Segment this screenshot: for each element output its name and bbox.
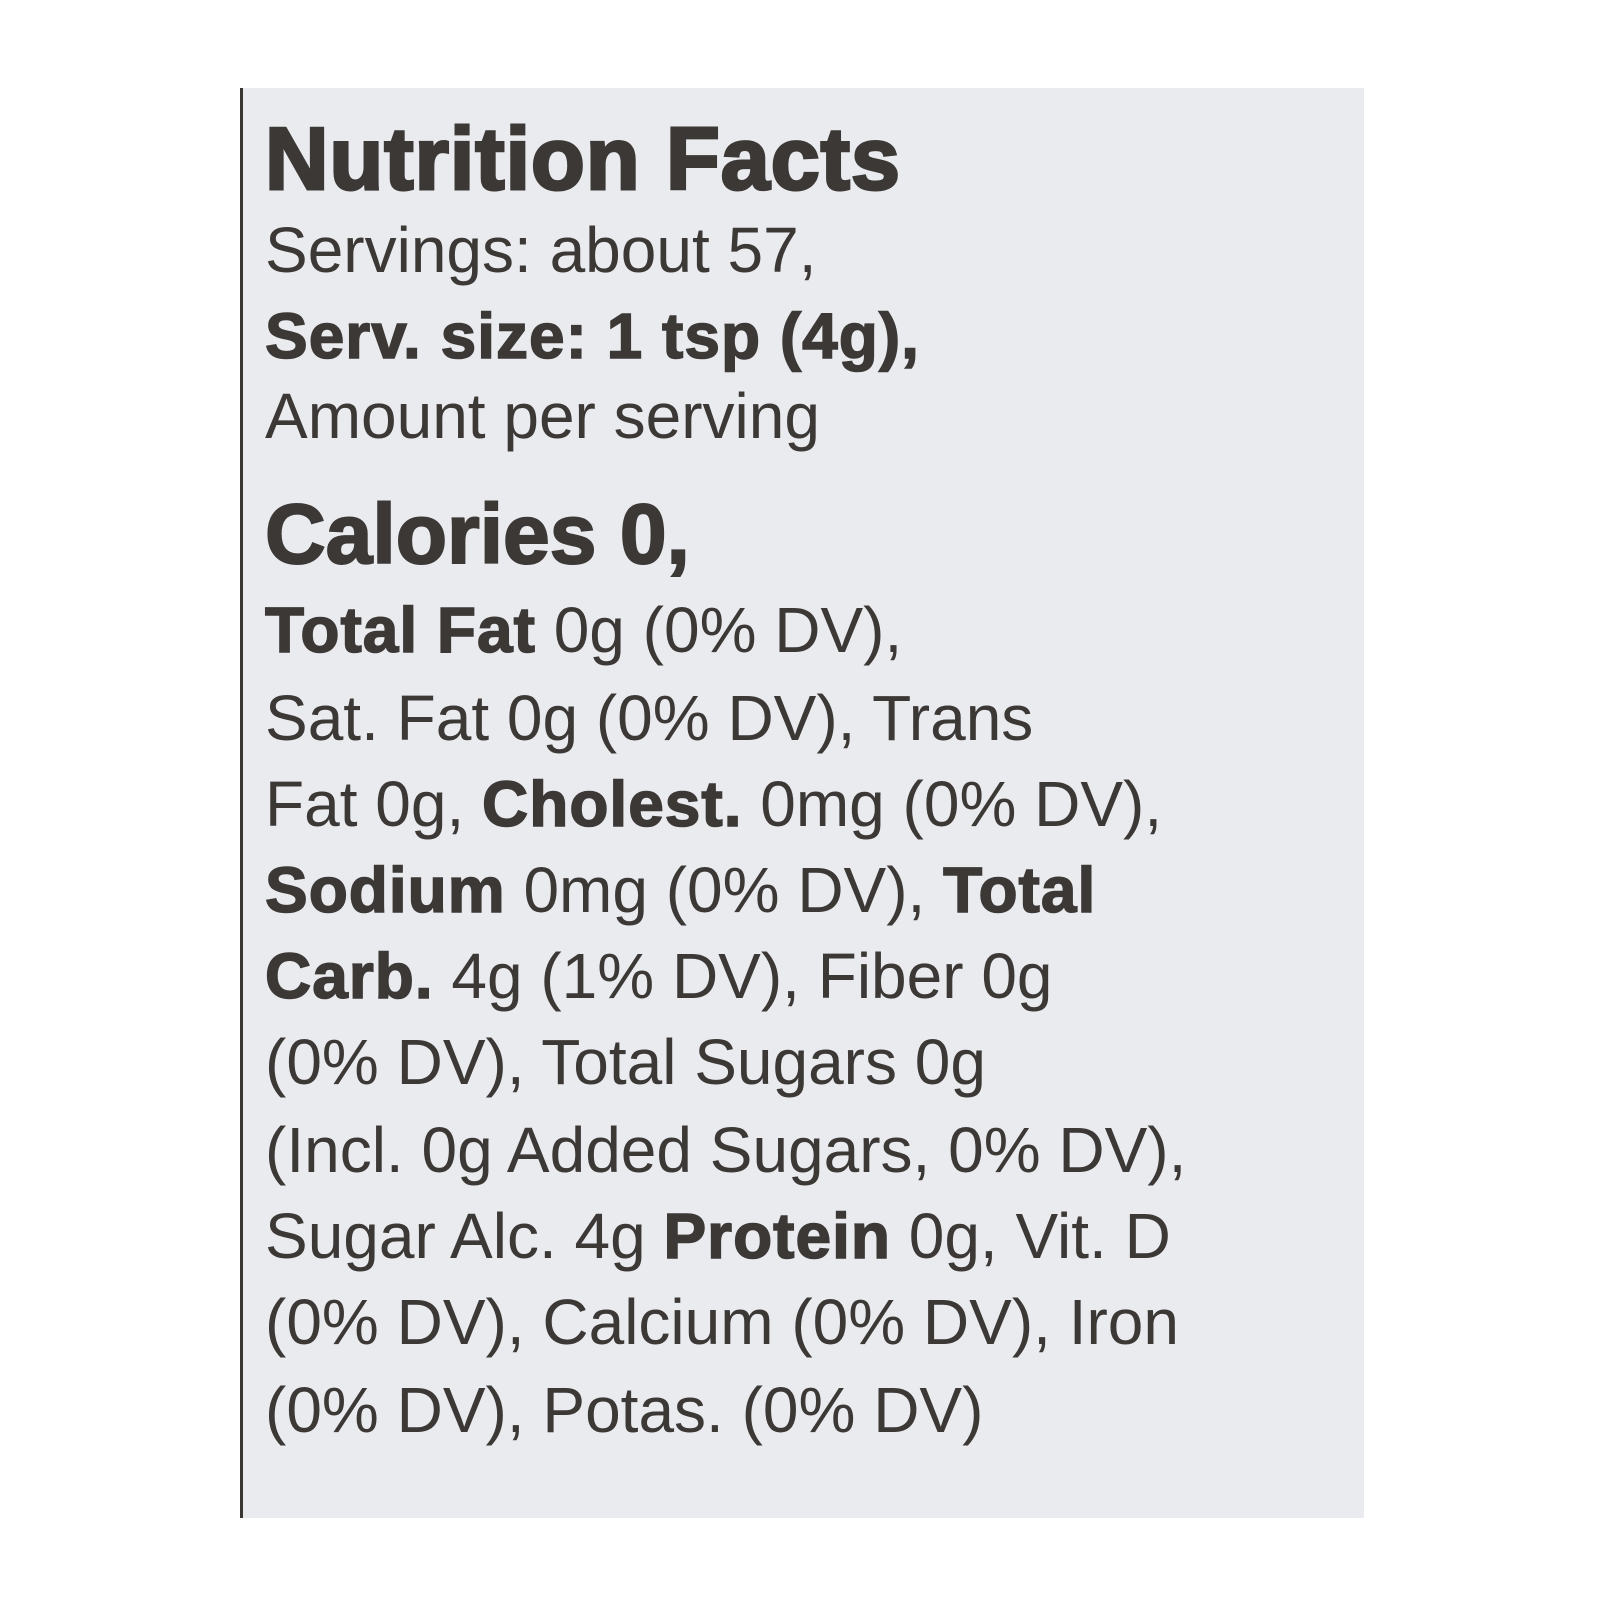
nutrient-line: Sat. Fat 0g (0% DV), Trans (265, 686, 1033, 750)
nutrient-value: (0% DV), Total Sugars 0g (265, 1026, 986, 1098)
nutrient-name: Total (942, 854, 1097, 926)
label-title: Nutrition Facts (264, 108, 902, 210)
nutrient-name: Cholest. (481, 768, 743, 840)
servings-line: Servings: about 57, (265, 214, 817, 286)
nutrient-name: Carb. (264, 940, 434, 1012)
nutrient-line: Carb. 4g (1% DV), Fiber 0g (264, 943, 1052, 1009)
nutrient-name: Total Fat (264, 594, 536, 666)
nutrient-value: Fat 0g, (265, 768, 482, 840)
nutrient-line: Fat 0g, Cholest. 0mg (0% DV), (265, 771, 1162, 837)
serving-size-line: Serv. size: 1 tsp (4g), (264, 300, 920, 372)
nutrient-line: (Incl. 0g Added Sugars, 0% DV), (265, 1118, 1186, 1182)
nutrient-value: (0% DV), Potas. (0% DV) (265, 1374, 984, 1446)
nutrient-value: 0g, Vit. D (890, 1200, 1171, 1272)
nutrient-value: Sat. Fat 0g (0% DV), Trans (265, 682, 1034, 754)
nutrient-line: Sugar Alc. 4g Protein 0g, Vit. D (265, 1203, 1171, 1269)
nutrient-value: 0g (0% DV), (535, 594, 903, 666)
nutrient-value: 0mg (0% DV), (742, 768, 1163, 840)
amount-per-serving-line: Amount per serving (265, 380, 820, 452)
nutrient-line: Sodium 0mg (0% DV), Total (264, 857, 1096, 923)
nutrient-value: 0mg (0% DV), (505, 854, 944, 926)
nutrient-value: (0% DV), Calcium (0% DV), Iron (265, 1286, 1179, 1358)
calories-line: Calories 0, (264, 486, 691, 582)
nutrient-value: (Incl. 0g Added Sugars, 0% DV), (265, 1114, 1187, 1186)
nutrient-line: (0% DV), Potas. (0% DV) (265, 1378, 983, 1442)
nutrition-label: Nutrition Facts Servings: about 57, Serv… (240, 88, 1364, 1518)
nutrient-name: Protein (663, 1200, 891, 1272)
nutrient-line: Total Fat 0g (0% DV), (264, 597, 902, 663)
nutrient-name: Sodium (264, 854, 506, 926)
nutrient-value: 4g (1% DV), Fiber 0g (433, 940, 1053, 1012)
nutrient-line: (0% DV), Total Sugars 0g (265, 1030, 986, 1094)
nutrient-line: (0% DV), Calcium (0% DV), Iron (265, 1290, 1179, 1354)
nutrient-value: Sugar Alc. 4g (265, 1200, 664, 1272)
